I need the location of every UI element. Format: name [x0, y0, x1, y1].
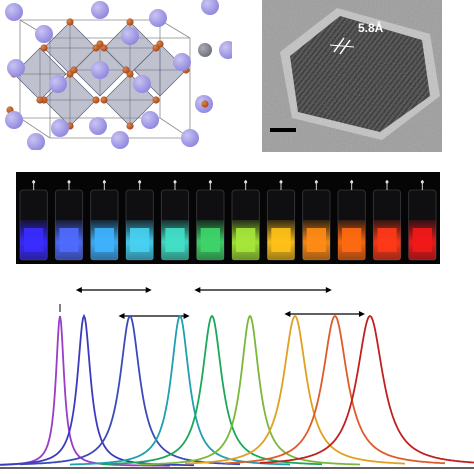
emission-peak — [0, 315, 170, 467]
vial — [266, 180, 296, 261]
tem-micrograph: 5.8Å — [262, 0, 442, 152]
cs-atom — [35, 25, 53, 43]
vial — [125, 180, 154, 261]
cs-atom — [133, 75, 151, 93]
range-arrow — [194, 287, 332, 293]
br-atom — [40, 44, 48, 52]
br-atom — [201, 100, 209, 108]
br-atom — [70, 66, 78, 74]
br-atom — [122, 66, 130, 74]
pb-atom — [198, 43, 212, 57]
cs-atom — [201, 0, 219, 15]
cs-atom — [91, 1, 109, 19]
br-atom — [100, 96, 108, 104]
vial — [372, 180, 402, 261]
cs-atom — [89, 117, 107, 135]
br-atom — [126, 122, 134, 130]
range-arrow — [75, 287, 152, 293]
vial — [160, 180, 190, 261]
scale-bar — [270, 128, 296, 132]
br-atom — [126, 18, 134, 26]
br-atom — [36, 96, 44, 104]
emission-peak — [185, 314, 405, 465]
vials-photo-panel — [16, 172, 440, 264]
range-arrow — [284, 311, 365, 317]
tem-image-panel: 5.8Å — [262, 0, 442, 152]
crystal-structure-panel — [0, 0, 232, 150]
emission-peak — [0, 313, 194, 467]
cs-atom — [51, 119, 69, 137]
br-atoms — [6, 18, 204, 144]
emission-peak — [224, 314, 446, 465]
cs-atom — [5, 111, 23, 129]
range-arrows — [75, 287, 365, 319]
vial — [19, 180, 48, 261]
cs-atoms — [5, 0, 232, 150]
spectral-peaks — [0, 313, 474, 467]
cs-atom — [49, 75, 67, 93]
cs-atom — [173, 53, 191, 71]
vial — [231, 180, 260, 261]
emission-peak — [259, 314, 474, 464]
vial — [90, 180, 119, 261]
range-arrow — [118, 313, 190, 319]
br-atom — [152, 96, 160, 104]
emission-peak — [102, 314, 322, 466]
cs-atom — [7, 59, 25, 77]
vial — [196, 180, 225, 261]
vial — [408, 180, 437, 261]
emission-spectra — [0, 287, 474, 469]
tem-noise-texture — [262, 0, 442, 152]
br-atom — [96, 40, 104, 48]
vial — [54, 180, 84, 261]
br-atom — [66, 18, 74, 26]
cs-atom — [149, 9, 167, 27]
emission-peak — [70, 314, 290, 466]
cs-atom — [27, 133, 45, 150]
perovskite-lattice-illustration — [5, 0, 232, 150]
cs-atom — [181, 129, 199, 147]
luminescent-vials-photo — [16, 172, 440, 264]
cs-atom — [121, 27, 139, 45]
vial — [337, 180, 366, 261]
cs-atom — [219, 41, 232, 59]
vial — [302, 180, 331, 261]
emission-peak — [140, 314, 360, 466]
vials-background — [16, 172, 440, 264]
cs-atom — [5, 3, 23, 21]
br-atom — [92, 96, 100, 104]
lattice-spacing-label: 5.8Å — [358, 20, 384, 35]
cs-atom — [141, 111, 159, 129]
cs-atom — [111, 131, 129, 149]
br-atom — [156, 40, 164, 48]
lattice-spacing-marker — [329, 37, 355, 55]
emission-spectra-panel — [0, 270, 474, 474]
cs-atom — [91, 61, 109, 79]
